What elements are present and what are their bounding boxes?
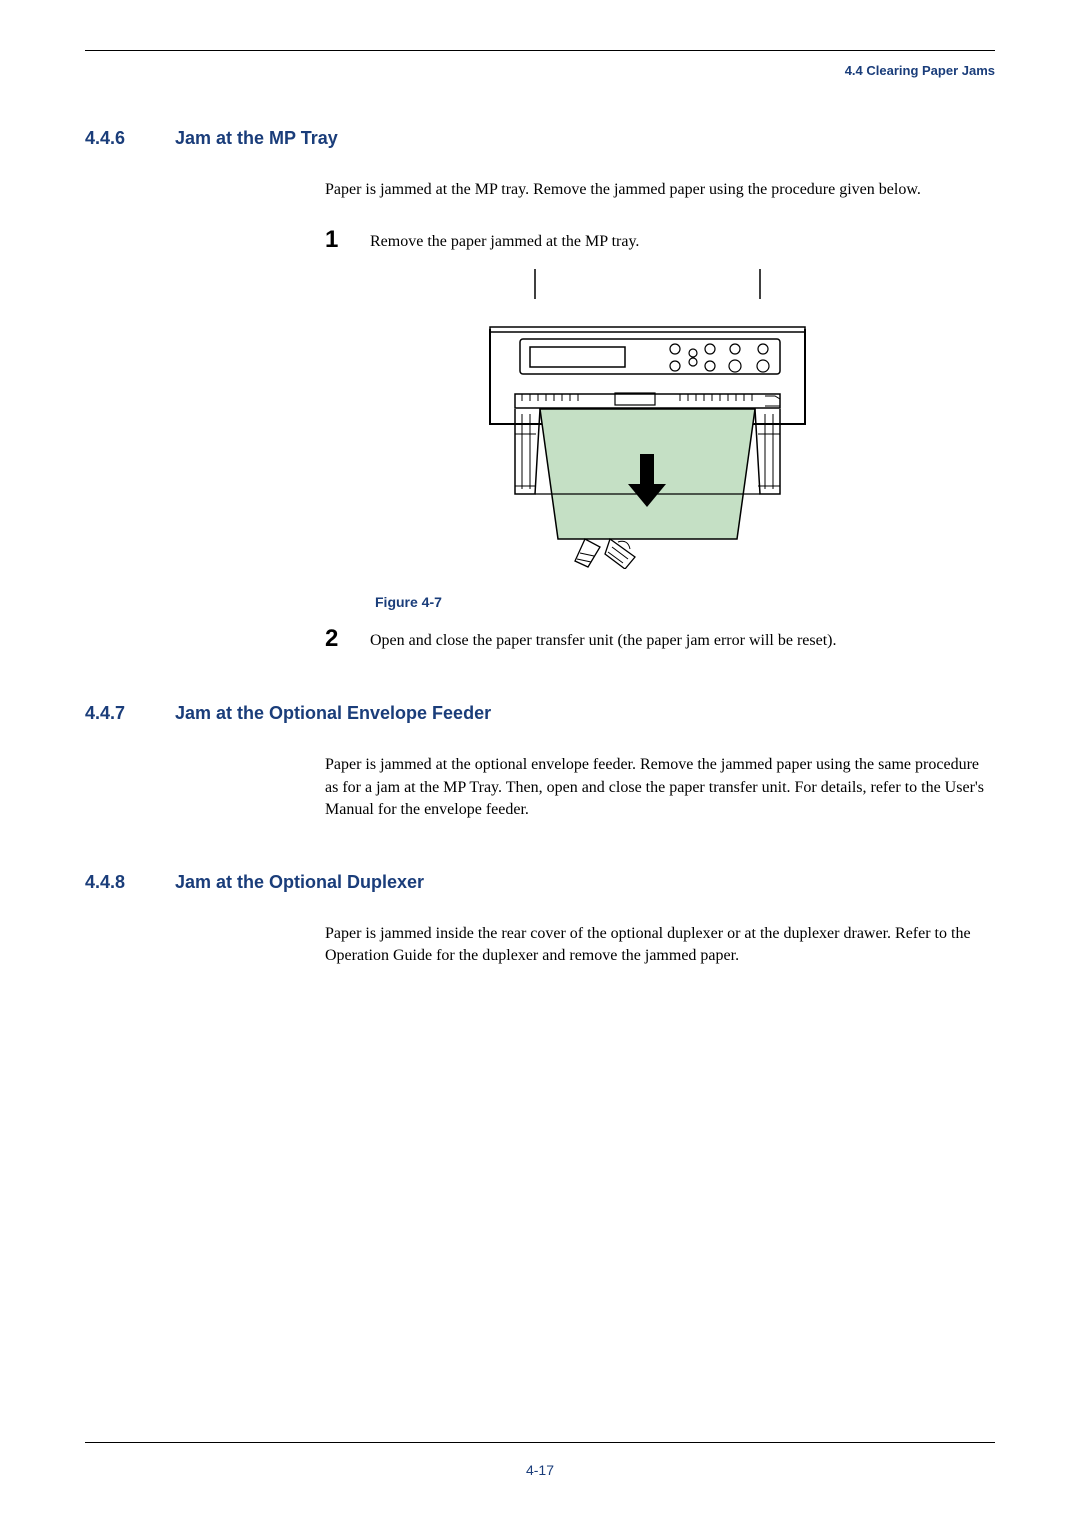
section-title: Jam at the Optional Envelope Feeder — [175, 703, 491, 724]
step-1: 1 Remove the paper jammed at the MP tray… — [325, 226, 995, 254]
section-number: 4.4.6 — [85, 128, 145, 149]
section-heading-447: 4.4.7 Jam at the Optional Envelope Feede… — [85, 703, 995, 724]
figure-caption: Figure 4-7 — [375, 594, 995, 610]
page-number: 4-17 — [0, 1462, 1080, 1478]
printer-diagram-icon — [480, 269, 995, 574]
step-number: 1 — [325, 226, 370, 254]
section-intro-446: Paper is jammed at the MP tray. Remove t… — [325, 179, 995, 201]
section-heading-448: 4.4.8 Jam at the Optional Duplexer — [85, 872, 995, 893]
footer-rule — [85, 1442, 995, 1443]
step-text: Open and close the paper transfer unit (… — [370, 625, 836, 653]
section-number: 4.4.8 — [85, 872, 145, 893]
step-2: 2 Open and close the paper transfer unit… — [325, 625, 995, 653]
section-title: Jam at the MP Tray — [175, 128, 338, 149]
header-breadcrumb: 4.4 Clearing Paper Jams — [85, 63, 995, 78]
section-intro-447: Paper is jammed at the optional envelope… — [325, 754, 995, 821]
section-title: Jam at the Optional Duplexer — [175, 872, 424, 893]
figure-47-container: Figure 4-7 — [325, 269, 995, 610]
manual-page: 4.4 Clearing Paper Jams 4.4.6 Jam at the… — [0, 0, 1080, 1528]
section-number: 4.4.7 — [85, 703, 145, 724]
header-rule — [85, 50, 995, 51]
step-number: 2 — [325, 625, 370, 653]
section-heading-446: 4.4.6 Jam at the MP Tray — [85, 128, 995, 149]
step-text: Remove the paper jammed at the MP tray. — [370, 226, 639, 254]
section-intro-448: Paper is jammed inside the rear cover of… — [325, 923, 995, 968]
